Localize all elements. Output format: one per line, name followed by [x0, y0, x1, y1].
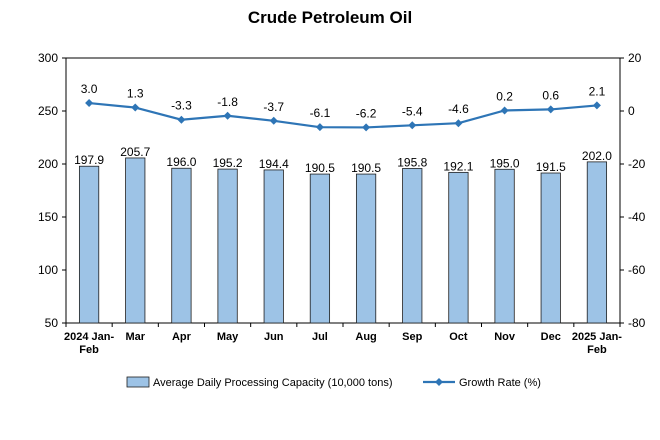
bar — [171, 167, 192, 324]
bar — [448, 171, 469, 324]
legend-bar-label: Average Daily Processing Capacity (10,00… — [153, 377, 392, 389]
growth-rate-data-label: -4.6 — [448, 102, 469, 116]
bar-data-label: 191.5 — [536, 160, 566, 174]
growth-rate-data-label: 0.2 — [496, 89, 513, 103]
y-left-tick-label: 50 — [45, 316, 59, 330]
growth-rate-data-label: -5.4 — [402, 104, 423, 118]
x-tick-label: 2025 Jan- — [572, 331, 622, 343]
x-tick-label: Jun — [264, 331, 284, 343]
x-tick-label: Aug — [355, 331, 376, 343]
y-right-tick-label: -80 — [628, 316, 646, 330]
x-tick-label: Feb — [79, 344, 99, 356]
x-tick-label: Apr — [172, 331, 192, 343]
bar-data-label: 190.5 — [305, 161, 335, 175]
x-tick-label: Feb — [587, 344, 607, 356]
growth-rate-data-label: -3.7 — [263, 100, 284, 114]
growth-rate-marker — [223, 111, 232, 120]
x-tick-label: Nov — [494, 331, 516, 343]
bar-data-label: 196.0 — [166, 155, 196, 169]
y-left-tick-label: 150 — [38, 210, 58, 224]
bar — [355, 173, 377, 324]
growth-rate-data-label: -3.3 — [171, 99, 192, 113]
y-right-tick-label: -20 — [628, 157, 646, 171]
x-tick-label: 2024 Jan- — [64, 331, 114, 343]
y-right-tick-label: 0 — [628, 104, 635, 118]
bar-data-label: 190.5 — [351, 161, 381, 175]
x-tick-label: Sep — [402, 331, 422, 343]
y-right-tick-label: -40 — [628, 210, 646, 224]
bar-data-label: 194.4 — [259, 157, 289, 171]
legend-line-marker — [435, 378, 443, 386]
growth-rate-marker — [85, 99, 94, 108]
y-left-tick-label: 200 — [38, 157, 58, 171]
growth-rate-line — [88, 101, 598, 129]
x-tick-label: Dec — [541, 331, 561, 343]
bar-data-label: 192.1 — [443, 159, 473, 173]
y-right-tick-label: -60 — [628, 263, 646, 277]
x-tick-label: Oct — [449, 331, 468, 343]
growth-rate-marker — [408, 121, 417, 130]
x-tick-label: Mar — [125, 331, 145, 343]
x-tick-label: Jul — [312, 331, 328, 343]
legend-line-label: Growth Rate (%) — [459, 377, 541, 389]
bar — [125, 157, 146, 324]
bar-data-label: 195.2 — [213, 156, 243, 170]
growth-rate-marker — [362, 123, 371, 132]
bar — [586, 161, 608, 324]
growth-rate-data-label: -1.8 — [217, 95, 238, 109]
growth-rate-data-label: -6.1 — [310, 106, 331, 120]
bar — [494, 168, 515, 324]
growth-rate-marker — [131, 103, 140, 112]
growth-rate-marker — [269, 116, 278, 125]
growth-rate-data-label: -6.2 — [356, 106, 377, 120]
chart-title: Crude Petroleum Oil — [247, 8, 413, 27]
y-right-tick-label: 20 — [628, 51, 642, 65]
x-tick-label: May — [217, 331, 239, 343]
bar — [540, 172, 561, 324]
growth-rate-marker — [592, 101, 601, 110]
bar-data-label: 197.9 — [74, 153, 104, 167]
growth-rate-marker — [546, 105, 555, 114]
growth-rate-marker — [500, 106, 509, 115]
bar — [263, 169, 284, 324]
bar-data-label: 195.0 — [490, 156, 520, 170]
bar — [217, 168, 238, 324]
y-left-tick-label: 100 — [38, 263, 58, 277]
bar — [309, 173, 331, 324]
growth-rate-data-label: 2.1 — [589, 84, 606, 98]
growth-rate-marker — [177, 115, 186, 124]
plot-frame — [65, 57, 621, 324]
legend-bar-swatch — [126, 376, 150, 388]
growth-rate-marker — [454, 119, 463, 128]
growth-rate-data-label: 0.6 — [542, 88, 559, 102]
bar-data-label: 205.7 — [120, 145, 150, 159]
y-left-tick-label: 300 — [38, 51, 58, 65]
bar — [78, 165, 100, 324]
growth-rate-data-label: 3.0 — [81, 82, 98, 96]
y-left-tick-label: 250 — [38, 104, 58, 118]
bar-data-label: 195.8 — [397, 155, 427, 169]
growth-rate-data-label: 1.3 — [127, 87, 144, 101]
bar-data-label: 202.0 — [582, 149, 612, 163]
growth-rate-marker — [315, 123, 324, 132]
bar — [402, 168, 423, 324]
